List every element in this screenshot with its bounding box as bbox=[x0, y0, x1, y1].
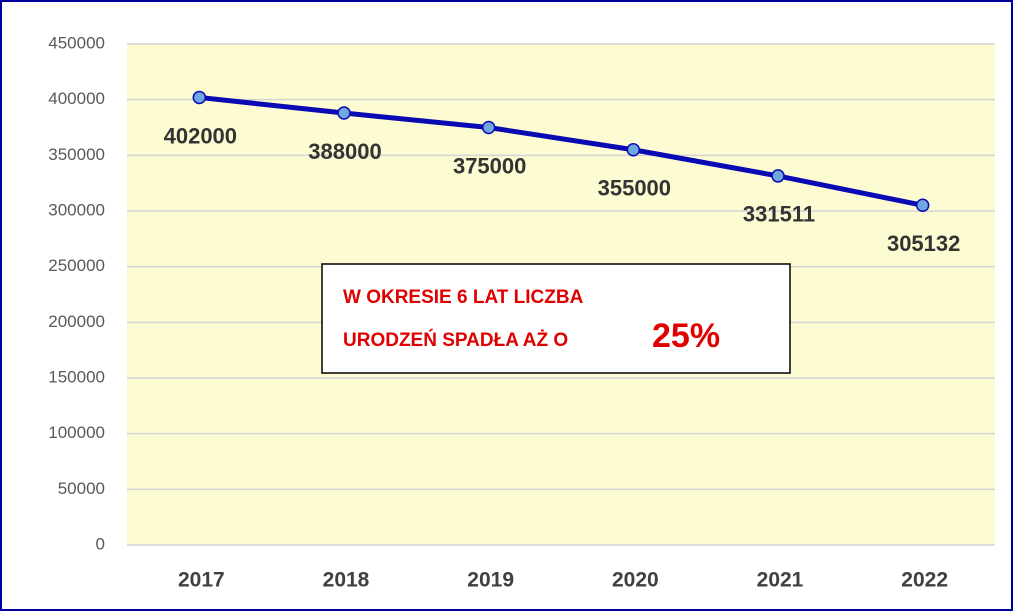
point bbox=[192, 90, 207, 105]
point bbox=[337, 106, 351, 120]
annotation-line: URODZEŃ SPADŁA AŻ O bbox=[343, 329, 568, 351]
y-tick-label: 200000 bbox=[48, 312, 105, 331]
y-tick-label: 50000 bbox=[58, 479, 105, 498]
data-label: 331511 bbox=[743, 202, 815, 227]
point bbox=[626, 143, 641, 157]
y-tick-label: 150000 bbox=[48, 367, 105, 386]
annotation-box bbox=[321, 263, 791, 374]
data-label: 375000 bbox=[453, 153, 526, 178]
y-tick-label: 400000 bbox=[48, 89, 105, 108]
y-tick-label: 450000 bbox=[48, 33, 105, 52]
x-tick-label: 2018 bbox=[323, 569, 370, 592]
series-line bbox=[199, 94, 924, 208]
data-label: 388000 bbox=[308, 139, 381, 164]
x-tick-label: 2020 bbox=[612, 569, 659, 592]
data-label: 305132 bbox=[887, 231, 960, 256]
x-tick-label: 2022 bbox=[901, 569, 948, 592]
x-tick-label: 2021 bbox=[757, 569, 804, 592]
x-tick-label: 2019 bbox=[467, 569, 514, 592]
y-tick-label: 250000 bbox=[48, 256, 105, 275]
point bbox=[771, 169, 785, 183]
annotation: W OKRESIE 6 LAT LICZBA URODZEŃ SPADŁA AŻ… bbox=[321, 263, 791, 374]
y-tick-label: 350000 bbox=[48, 145, 105, 164]
annotation-line: W OKRESIE 6 LAT LICZBA bbox=[343, 287, 584, 308]
point bbox=[915, 198, 930, 213]
point bbox=[481, 120, 496, 135]
data-label: 355000 bbox=[598, 176, 671, 201]
annotation-highlight: 25% bbox=[652, 317, 720, 355]
y-tick-label: 0 bbox=[96, 534, 105, 553]
marks bbox=[192, 90, 930, 213]
data-label: 402000 bbox=[164, 123, 237, 148]
y-tick-label: 300000 bbox=[48, 200, 105, 219]
x-tick-label: 2017 bbox=[178, 569, 225, 592]
y-tick-label: 100000 bbox=[48, 423, 105, 442]
